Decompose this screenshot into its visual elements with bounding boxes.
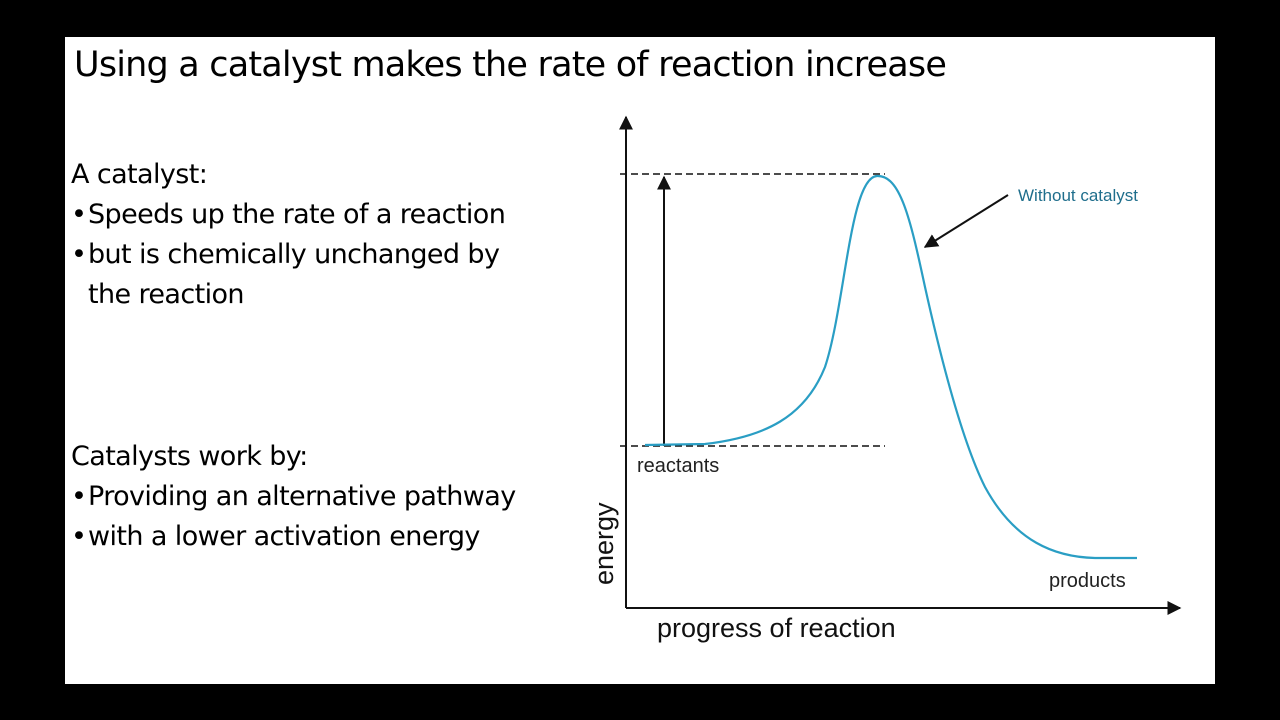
- bullet-dot: •: [71, 481, 87, 512]
- catalyst-heading: A catalyst:: [71, 159, 208, 190]
- curve-callout-arrow: [923, 194, 1009, 248]
- bullet-text: with a lower activation energy: [88, 521, 480, 552]
- reactants-label: reactants: [637, 455, 719, 477]
- bullet-dot: •: [71, 521, 87, 552]
- reaction-curve: [644, 174, 1137, 560]
- slide: Using a catalyst makes the rate of react…: [65, 37, 1215, 684]
- bullet-item: • with a lower activation energy: [71, 517, 591, 557]
- bullet-dot: •: [71, 239, 87, 270]
- bullet-item: • but is chemically unchanged by the rea…: [71, 235, 528, 315]
- catalyst-mechanism: Catalysts work by: • Providing an altern…: [71, 437, 591, 557]
- bullet-item: • Providing an alternative pathway: [71, 477, 591, 517]
- energy-profile-diagram: Without catalyst reactants products prog…: [589, 115, 1182, 643]
- mechanism-heading: Catalysts work by:: [71, 441, 308, 472]
- bullet-dot: •: [71, 199, 87, 230]
- catalyst-definition: A catalyst: • Speeds up the rate of a re…: [71, 155, 551, 315]
- bullet-text: Providing an alternative pathway: [88, 481, 516, 512]
- bullet-text: Speeds up the rate of a reaction: [88, 199, 506, 230]
- x-axis-label: progress of reaction: [657, 613, 896, 643]
- slide-title: Using a catalyst makes the rate of react…: [74, 45, 947, 85]
- y-axis-label: energy: [589, 502, 619, 585]
- bullet-item: • Speeds up the rate of a reaction: [71, 195, 551, 235]
- products-label: products: [1049, 570, 1126, 592]
- bullet-text: but is chemically unchanged by the react…: [88, 239, 500, 310]
- curve-label: Without catalyst: [1018, 186, 1138, 205]
